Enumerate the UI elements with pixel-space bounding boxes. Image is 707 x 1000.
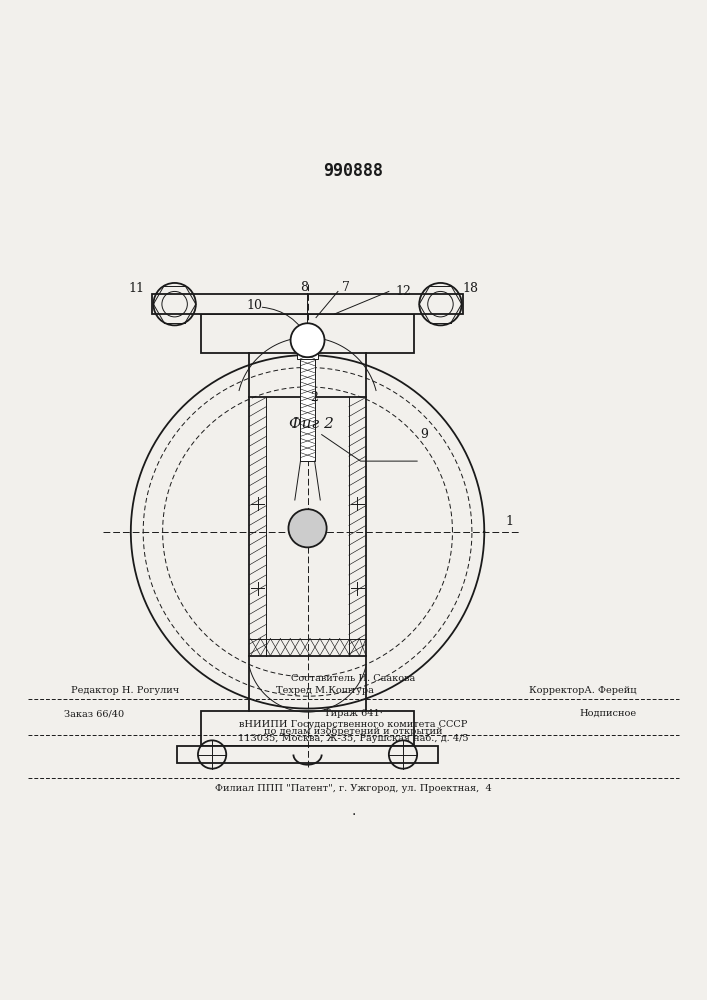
Text: Нодписное: Нодписное: [579, 709, 636, 718]
Bar: [300, 352, 315, 461]
Text: 990888: 990888: [324, 162, 383, 180]
Text: 2: 2: [310, 391, 319, 404]
Bar: [249, 397, 366, 656]
Text: 7: 7: [342, 281, 351, 294]
Text: Фиг 2: Фиг 2: [288, 417, 334, 431]
Text: КорректорА. Ферейц: КорректорА. Ферейц: [529, 686, 636, 695]
Text: по делам изобретений и открытий: по делам изобретений и открытий: [264, 726, 443, 736]
Text: Техред М.Коштура: Техред М.Коштура: [276, 686, 374, 695]
Text: 11: 11: [129, 282, 144, 295]
Bar: [201, 314, 414, 353]
Text: 8: 8: [300, 281, 308, 294]
Text: 9: 9: [420, 428, 428, 441]
Bar: [177, 746, 438, 763]
Text: Тираж 641·: Тираж 641·: [324, 709, 383, 718]
Text: Редактор Н. Рогулич: Редактор Н. Рогулич: [71, 686, 179, 695]
Text: 18: 18: [462, 282, 478, 295]
Text: Составитель И. Саакова: Составитель И. Саакова: [291, 674, 416, 683]
Bar: [152, 294, 463, 314]
Bar: [297, 337, 318, 359]
Text: 10: 10: [247, 299, 262, 312]
Text: Заказ 66/40: Заказ 66/40: [64, 709, 124, 718]
Text: Филиал ППП "Патент", г. Ужгород, ул. Проектная,  4: Филиал ППП "Патент", г. Ужгород, ул. Про…: [215, 784, 492, 793]
Text: 113035, Москва, Ж-35, Раушская наб., д. 4/5: 113035, Москва, Ж-35, Раушская наб., д. …: [238, 734, 469, 743]
Circle shape: [288, 509, 327, 547]
Text: 1: 1: [505, 515, 513, 528]
Text: ·: ·: [351, 808, 356, 822]
Text: вНИИПИ Государственного комитета СССР: вНИИПИ Государственного комитета СССР: [239, 720, 468, 729]
Bar: [201, 711, 414, 746]
Text: 12: 12: [395, 285, 411, 298]
Circle shape: [291, 323, 325, 357]
